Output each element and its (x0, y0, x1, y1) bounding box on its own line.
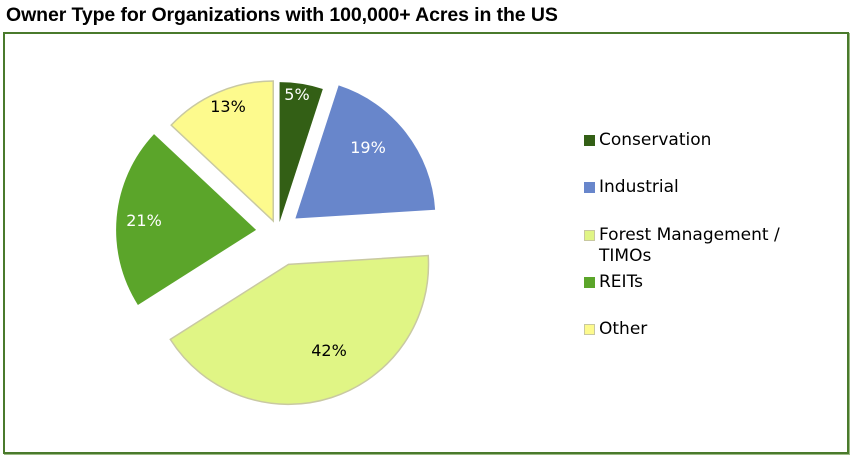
legend-swatch-forest-management (584, 230, 595, 241)
pie-label-industrial: 19% (350, 138, 386, 157)
chart-title: Owner Type for Organizations with 100,00… (6, 4, 558, 26)
pie-slice-conservation (279, 82, 323, 223)
pie-slice-industrial (295, 85, 436, 219)
pie-label-conservation: 5% (284, 85, 309, 104)
legend-label: Forest Management / TIMOs (599, 225, 780, 267)
pie-slice-forest-management (169, 254, 430, 406)
legend-item-reits: REITs (584, 272, 643, 293)
legend-label: Industrial (599, 177, 679, 197)
pie-label-reits: 21% (126, 211, 162, 230)
legend-item-other: Other (584, 319, 647, 340)
legend-label: REITs (599, 272, 643, 292)
chart-frame (3, 32, 849, 454)
pie-slice-reits (116, 134, 257, 305)
legend-label: Conservation (599, 130, 712, 150)
legend-swatch-conservation (584, 135, 595, 146)
legend-item-industrial: Industrial (584, 177, 679, 198)
legend-item-conservation: Conservation (584, 130, 711, 151)
pie-label-forest-management: 42% (311, 341, 347, 360)
legend-swatch-reits (584, 277, 595, 288)
legend-item-forest-management: Forest Management / TIMOs (584, 225, 780, 267)
legend-swatch-other (584, 324, 595, 335)
pie-label-other: 13% (210, 97, 246, 116)
legend-label: Other (599, 319, 648, 339)
pie-slice-other (170, 80, 274, 223)
legend-label-line2: TIMOs (599, 246, 652, 266)
legend-swatch-industrial (584, 182, 595, 193)
legend-label-line1: Forest Management / (599, 225, 780, 245)
